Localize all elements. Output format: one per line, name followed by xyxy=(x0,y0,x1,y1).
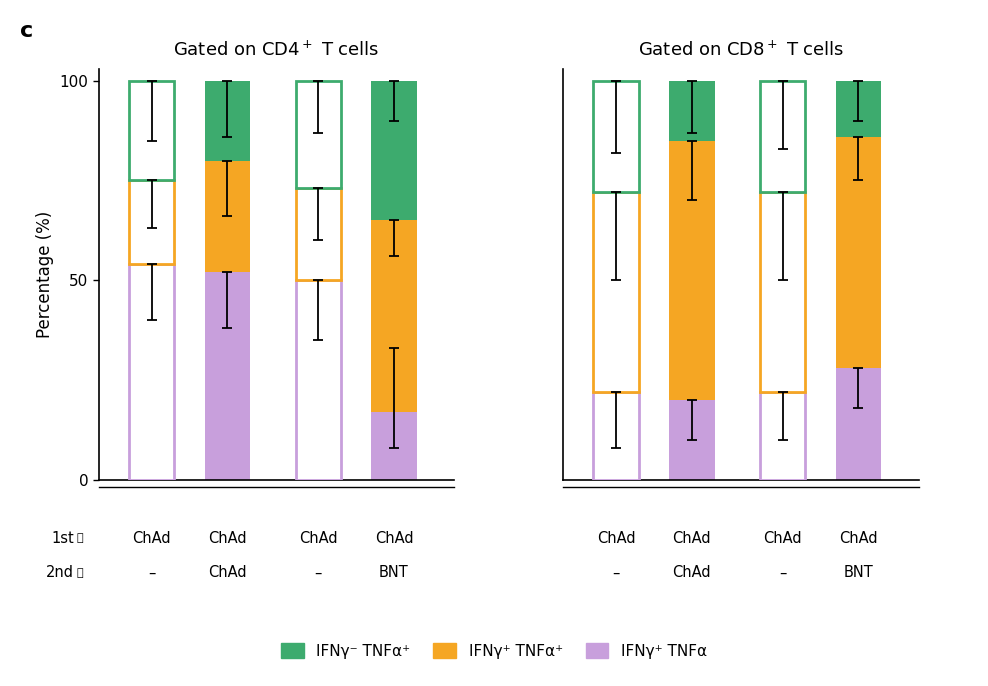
Bar xyxy=(594,392,639,480)
Bar xyxy=(371,220,417,412)
Text: ChAd: ChAd xyxy=(673,565,711,580)
Text: ChAd: ChAd xyxy=(764,531,802,546)
Bar xyxy=(371,80,417,220)
Title: Gated on CD8$^+$ T cells: Gated on CD8$^+$ T cells xyxy=(638,40,844,60)
Bar xyxy=(205,272,250,480)
Bar xyxy=(669,141,714,400)
Text: ChAd: ChAd xyxy=(299,531,338,546)
Text: –: – xyxy=(314,565,322,580)
Bar xyxy=(371,412,417,480)
Y-axis label: Percentage (%): Percentage (%) xyxy=(36,211,54,338)
Bar xyxy=(129,80,175,180)
Bar xyxy=(129,180,175,264)
Bar xyxy=(205,80,250,161)
Text: ChAd: ChAd xyxy=(597,531,635,546)
Text: –: – xyxy=(779,565,786,580)
Text: ChAd: ChAd xyxy=(673,531,711,546)
Bar xyxy=(594,80,639,193)
Bar xyxy=(760,193,805,392)
Legend: IFNγ⁻ TNFα⁺, IFNγ⁺ TNFα⁺, IFNγ⁺ TNFα: IFNγ⁻ TNFα⁺, IFNγ⁺ TNFα⁺, IFNγ⁺ TNFα xyxy=(275,637,713,665)
Bar xyxy=(836,368,881,480)
Text: ChAd: ChAd xyxy=(208,531,247,546)
Text: ChAd: ChAd xyxy=(839,531,877,546)
Bar xyxy=(129,264,175,480)
Bar xyxy=(205,161,250,272)
Text: –: – xyxy=(148,565,155,580)
Text: BNT: BNT xyxy=(379,565,409,580)
Bar xyxy=(760,392,805,480)
Text: ChAd: ChAd xyxy=(208,565,247,580)
Bar xyxy=(295,80,341,189)
Text: –: – xyxy=(613,565,619,580)
Text: 💉: 💉 xyxy=(76,534,83,543)
Text: 💉: 💉 xyxy=(76,568,83,578)
Text: BNT: BNT xyxy=(844,565,873,580)
Bar xyxy=(760,80,805,193)
Bar xyxy=(295,281,341,480)
Text: c: c xyxy=(20,21,33,40)
Bar xyxy=(836,137,881,368)
Text: ChAd: ChAd xyxy=(374,531,413,546)
Text: 2nd: 2nd xyxy=(46,565,74,580)
Bar xyxy=(295,189,341,281)
Text: 1st: 1st xyxy=(51,531,74,546)
Bar xyxy=(669,400,714,480)
Bar xyxy=(669,80,714,141)
Bar xyxy=(836,80,881,137)
Bar xyxy=(594,193,639,392)
Text: ChAd: ChAd xyxy=(132,531,171,546)
Title: Gated on CD4$^+$ T cells: Gated on CD4$^+$ T cells xyxy=(174,40,379,60)
